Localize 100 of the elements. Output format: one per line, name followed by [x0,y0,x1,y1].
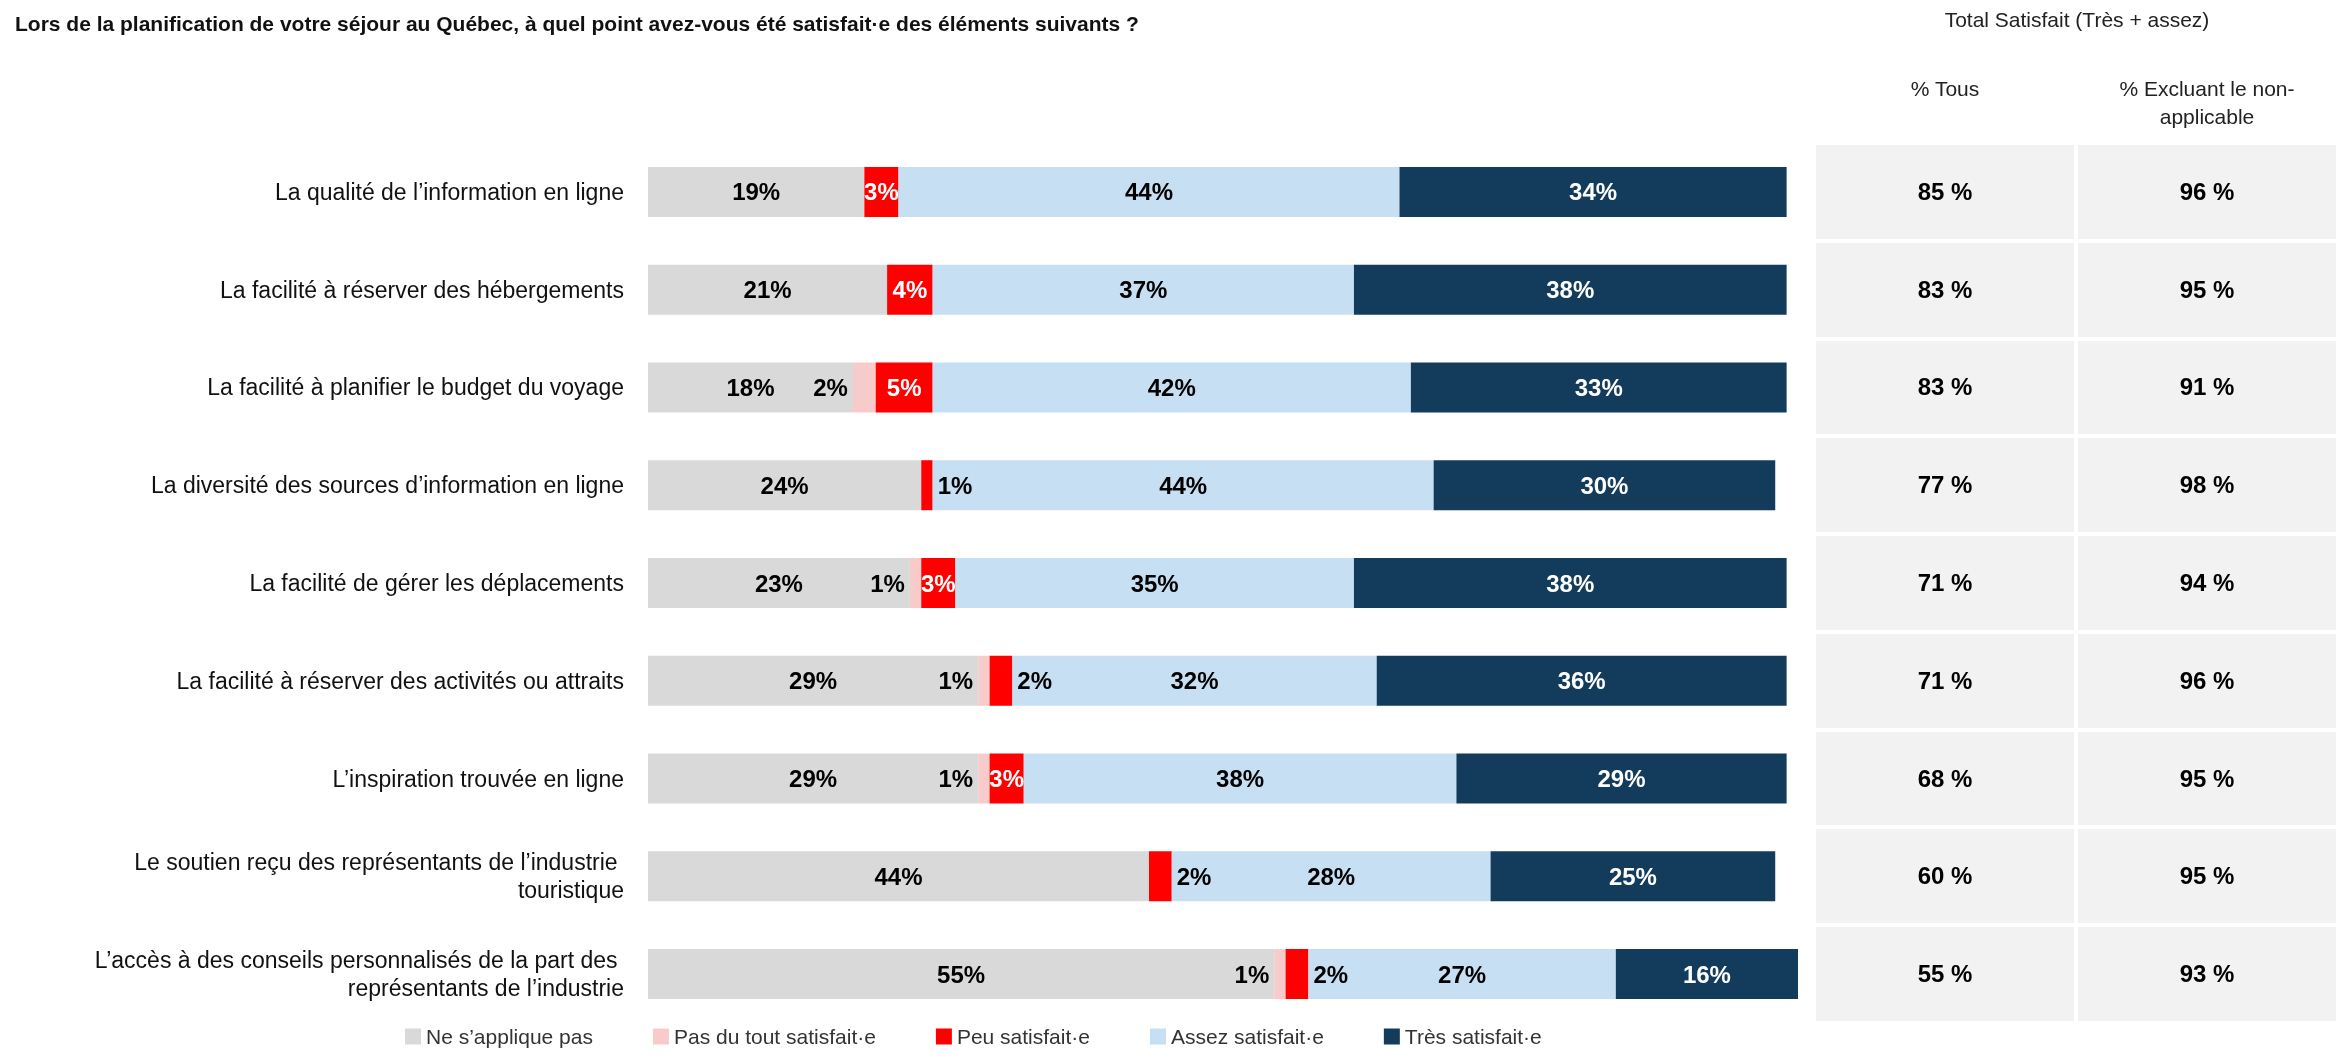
text: 98 % [2078,438,2336,533]
data-label: 1% [937,471,973,499]
data-label: 18% [726,373,775,401]
text: 95 % [2078,731,2336,826]
data-label: 37% [1119,276,1168,304]
bar [648,753,979,804]
bar [1433,460,1776,511]
bar [1353,264,1787,315]
bar [1274,949,1286,1000]
text: 95 % [2078,829,2336,924]
text: 96 % [2078,633,2336,728]
legend-label: Peu satisfait·e [956,1025,1090,1048]
data-label: 29% [1597,765,1646,793]
bar [1148,851,1172,902]
bar [1615,949,1798,1000]
text: 77 % [1816,438,2074,533]
data-label: 16% [1682,960,1731,988]
bar [648,264,888,315]
category-label: % Excluant le non-applicable [2118,76,2296,130]
bar [1353,558,1787,608]
data-label: 44% [1124,178,1174,206]
legend-label: Pas du tout satisfait·e [673,1025,876,1048]
data-label: 2% [813,373,848,401]
data-label: 30% [1580,471,1629,499]
text: 55 % [1816,927,2074,1021]
text: 93 % [2078,927,2336,1021]
bar [1023,753,1457,804]
data-label: 3% [921,569,956,597]
bar [1410,362,1787,413]
category-label: % Tous [1909,76,1981,102]
y-tick-label: La qualité de l’information en ligne [274,178,624,205]
bar [978,753,990,804]
data-label: 19% [732,178,781,206]
bar [932,362,1411,413]
bar [648,460,922,511]
y-tick-label: L’inspiration trouvée en ligne [332,765,624,792]
legend-label: Assez satisfait·e [1170,1025,1324,1048]
y-tick-label: La facilité à réserver des activités ou attraits [176,667,624,694]
y-tick-label: La facilité de gérer les déplacements [249,570,624,596]
text: 95 % [2078,242,2336,337]
data-label: 25% [1608,862,1657,890]
data-label: 36% [1557,667,1606,695]
data-label: 4% [892,276,928,304]
chart-title: Lors de la planification de votre séjour au Québec, à quel point avez-vous été satisfait·e des éléments suivants ? [15,12,1139,35]
bar [932,460,1434,511]
data-label: 2% [1313,960,1349,988]
data-label: 55% [937,960,986,988]
bar [648,851,1149,902]
bar [955,558,1354,608]
data-label: 44% [1159,471,1208,499]
data-label: 32% [1170,667,1219,695]
bar [1456,753,1787,804]
y-tick-label: La facilité à réserver des hébergements [220,276,624,303]
bar [1308,949,1616,1000]
text: 85 % [1816,145,2074,239]
data-label: 28% [1307,862,1356,890]
data-label: 34% [1569,178,1618,206]
data-label: 23% [754,569,803,597]
data-label: 21% [743,276,792,304]
data-label: 2% [1176,862,1212,890]
data-label: 33% [1574,373,1623,401]
data-label: 35% [1130,569,1179,597]
data-label: 44% [874,862,923,890]
data-label: 2% [1017,667,1053,695]
text: 71 % [1816,536,2074,630]
text: 94 % [2078,536,2336,630]
data-label: 38% [1216,765,1265,793]
bar [1490,851,1776,902]
bar [648,362,853,413]
y-tick-label: Le soutien reçu des représentants de l’industrie touristique [134,849,624,904]
text: 68 % [1816,731,2074,826]
data-label: 38% [1546,569,1595,597]
text: 96 % [2078,145,2336,239]
data-label: 1% [938,667,974,695]
bar [1171,851,1491,902]
text: 60 % [1816,829,2074,924]
bar [1399,166,1787,217]
data-label: 27% [1438,960,1487,988]
bar [898,166,1400,217]
data-label: 24% [760,471,809,499]
text: 71 % [1816,633,2074,728]
y-tick-label: L’accès à des conseils personnalisés de la part des représentants de l’industrie [94,947,624,1002]
data-label: 29% [789,667,838,695]
y-tick-label: La diversité des sources d’information en ligne [150,472,624,499]
data-label: 1% [1234,960,1270,988]
bar [648,949,1275,1000]
bar [978,655,990,706]
bar [1376,655,1787,706]
text: Total Satisfait (Très + assez) [1943,8,2211,32]
data-label: 42% [1147,373,1196,401]
bar [921,460,933,511]
bar [1285,949,1309,1000]
legend-label: Très satisfait·e [1404,1025,1542,1048]
data-label: 3% [989,765,1025,793]
bar [1012,655,1377,706]
data-label: 38% [1546,276,1595,304]
data-label: 1% [870,569,905,597]
legend-label: Ne s’applique pas [426,1025,593,1048]
bar [989,655,1013,706]
bar [852,362,876,413]
